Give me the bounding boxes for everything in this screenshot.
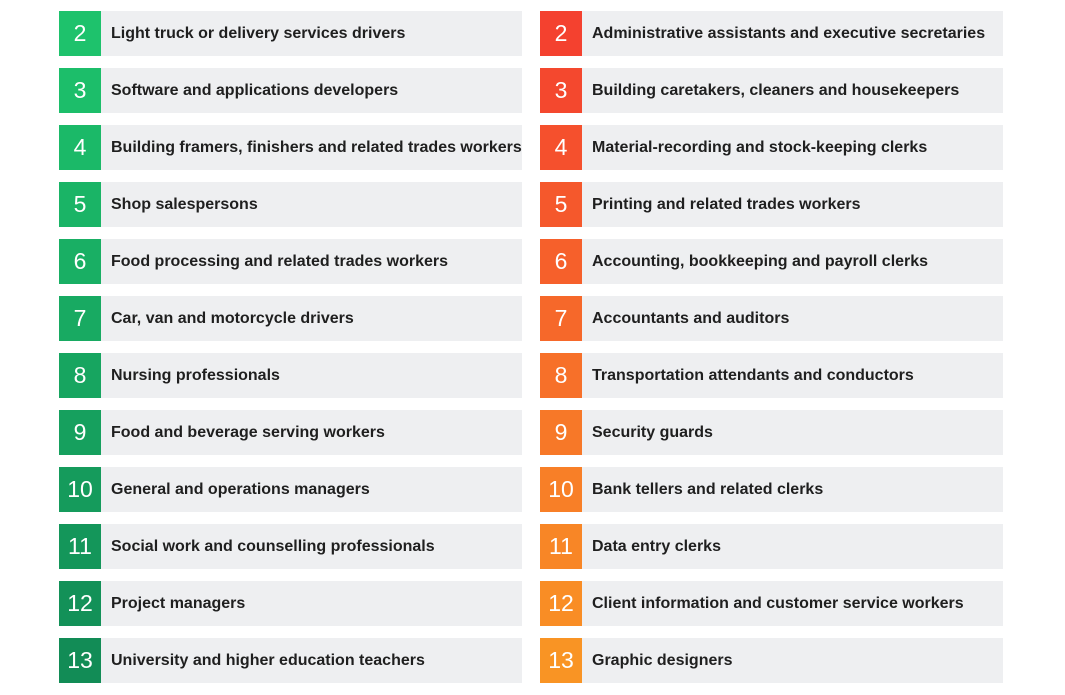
declining-job-title: Printing and related trades workers: [592, 195, 861, 213]
growing-rank-badge: 13: [59, 638, 101, 683]
declining-rank-badge: 2: [540, 11, 582, 56]
declining-list-item: 7 Accountants and auditors: [540, 296, 1003, 341]
growing-rank-badge: 4: [59, 125, 101, 170]
declining-rank-badge: 10: [540, 467, 582, 512]
growing-job-title: Shop salespersons: [111, 195, 258, 213]
growing-list-item: 3 Software and applications developers: [59, 68, 522, 113]
declining-list-item: 10 Bank tellers and related clerks: [540, 467, 1003, 512]
growing-job-title: Building framers, finishers and related …: [111, 138, 522, 156]
growing-list-item: 8 Nursing professionals: [59, 353, 522, 398]
declining-list-item: 11 Data entry clerks: [540, 524, 1003, 569]
growing-job-title: Social work and counselling professional…: [111, 537, 435, 555]
declining-rank-badge: 3: [540, 68, 582, 113]
growing-rank-badge: 2: [59, 11, 101, 56]
declining-jobs-list: 2 Administrative assistants and executive…: [540, 11, 1003, 695]
growing-rank-badge: 8: [59, 353, 101, 398]
declining-list-item: 13 Graphic designers: [540, 638, 1003, 683]
declining-rank-badge: 13: [540, 638, 582, 683]
growing-list-item: 4 Building framers, finishers and related…: [59, 125, 522, 170]
declining-list-item: 3 Building caretakers, cleaners and house…: [540, 68, 1003, 113]
growing-rank-badge: 6: [59, 239, 101, 284]
declining-job-title: Data entry clerks: [592, 537, 721, 555]
growing-job-title: Project managers: [111, 594, 246, 612]
growing-rank-badge: 3: [59, 68, 101, 113]
declining-list-item: 5 Printing and related trades workers: [540, 182, 1003, 227]
declining-list-item: 9 Security guards: [540, 410, 1003, 455]
declining-rank-badge: 11: [540, 524, 582, 569]
growing-list-item: 10 General and operations managers: [59, 467, 522, 512]
growing-list-item: 11 Social work and counselling profession…: [59, 524, 522, 569]
growing-list-item: 7 Car, van and motorcycle drivers: [59, 296, 522, 341]
growing-job-title: Food processing and related trades worke…: [111, 252, 448, 270]
declining-list-item: 4 Material-recording and stock-keeping cl…: [540, 125, 1003, 170]
declining-job-title: Graphic designers: [592, 651, 733, 669]
declining-job-title: Administrative assistants and executive …: [592, 24, 986, 42]
growing-job-title: General and operations managers: [111, 480, 370, 498]
declining-list-item: 12 Client information and customer servic…: [540, 581, 1003, 626]
declining-rank-badge: 4: [540, 125, 582, 170]
growing-list-item: 6 Food processing and related trades work…: [59, 239, 522, 284]
growing-rank-badge: 12: [59, 581, 101, 626]
growing-job-title: Light truck or delivery services drivers: [111, 24, 406, 42]
growing-job-title: Car, van and motorcycle drivers: [111, 309, 354, 327]
declining-job-title: Accounting, bookkeeping and payroll cler…: [592, 252, 929, 270]
declining-rank-badge: 12: [540, 581, 582, 626]
declining-list-item: 8 Transportation attendants and conductor…: [540, 353, 1003, 398]
declining-rank-badge: 6: [540, 239, 582, 284]
growing-jobs-list: 2 Light truck or delivery services driver…: [59, 11, 522, 695]
declining-job-title: Accountants and auditors: [592, 309, 790, 327]
growing-job-title: Nursing professionals: [111, 366, 280, 384]
declining-job-title: Bank tellers and related clerks: [592, 480, 824, 498]
declining-job-title: Building caretakers, cleaners and housek…: [592, 81, 960, 99]
growing-rank-badge: 7: [59, 296, 101, 341]
declining-job-title: Security guards: [592, 423, 713, 441]
declining-list-item: 6 Accounting, bookkeeping and payroll cle…: [540, 239, 1003, 284]
growing-job-title: Software and applications developers: [111, 81, 399, 99]
declining-rank-badge: 7: [540, 296, 582, 341]
growing-job-title: University and higher education teachers: [111, 651, 425, 669]
declining-rank-badge: 5: [540, 182, 582, 227]
growing-rank-badge: 5: [59, 182, 101, 227]
declining-job-title: Client information and customer service …: [592, 594, 964, 612]
growing-list-item: 9 Food and beverage serving workers: [59, 410, 522, 455]
growing-job-title: Food and beverage serving workers: [111, 423, 385, 441]
growing-rank-badge: 11: [59, 524, 101, 569]
declining-job-title: Material-recording and stock-keeping cle…: [592, 138, 928, 156]
growing-list-item: 5 Shop salespersons: [59, 182, 522, 227]
declining-rank-badge: 9: [540, 410, 582, 455]
declining-rank-badge: 8: [540, 353, 582, 398]
growing-rank-badge: 10: [59, 467, 101, 512]
growing-list-item: 12 Project managers: [59, 581, 522, 626]
growing-list-item: 2 Light truck or delivery services driver…: [59, 11, 522, 56]
growing-rank-badge: 9: [59, 410, 101, 455]
declining-list-item: 2 Administrative assistants and executive…: [540, 11, 1003, 56]
growing-list-item: 13 University and higher education teache…: [59, 638, 522, 683]
declining-job-title: Transportation attendants and conductors: [592, 366, 914, 384]
